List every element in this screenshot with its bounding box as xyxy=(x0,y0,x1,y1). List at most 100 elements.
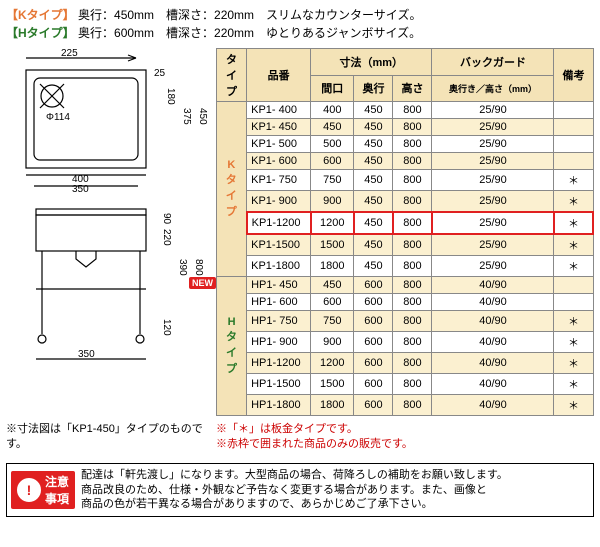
cell: 900 xyxy=(311,191,354,213)
cell: 800 xyxy=(393,374,432,395)
cell xyxy=(554,119,593,136)
th-note: 備考 xyxy=(554,49,593,102)
cell: 450 xyxy=(354,102,393,119)
h-type-label: 【Hタイプ】 xyxy=(6,26,75,40)
th-w: 間口 xyxy=(311,75,354,102)
cell: 800 xyxy=(393,277,432,294)
cell: 450 xyxy=(311,119,354,136)
cell: 25/90 xyxy=(432,153,554,170)
cell: HP1-1500 xyxy=(247,374,311,395)
cell: 25/90 xyxy=(432,119,554,136)
cell: 1500 xyxy=(311,374,354,395)
table-row: KP1- 75075045080025/90＊ xyxy=(217,170,594,191)
cell: 25/90 xyxy=(432,234,554,256)
cell: KP1- 500 xyxy=(247,136,311,153)
cell: 600 xyxy=(354,277,393,294)
spec-table-wrap: タイプ 品番 寸法（mm） バックガード 備考 間口 奥行 高さ 奥行き／高さ（… xyxy=(216,48,594,416)
note-r2: ※赤枠で囲まれた商品のみの販売です。 xyxy=(216,437,594,452)
cell: 25/90 xyxy=(432,136,554,153)
type-cell: K タイプ xyxy=(217,102,247,277)
drawing-block: 225 Φ114 25 180 375 450 400 350 xyxy=(6,48,216,375)
cell: 450 xyxy=(354,170,393,191)
cell: 1800 xyxy=(311,256,354,277)
cell: 600 xyxy=(354,294,393,311)
table-row: HP1-1200120060080040/90＊ xyxy=(217,353,594,374)
cell: 1200 xyxy=(311,212,354,234)
cell: 600 xyxy=(311,294,354,311)
table-row: KP1-1200120045080025/90＊ xyxy=(217,212,594,234)
type-cell: H タイプNEW xyxy=(217,277,247,416)
header-block: 【Kタイプ】 奥行：450mm 槽深さ：220mm スリムなカウンターサイズ。 … xyxy=(6,6,594,42)
cell: KP1- 900 xyxy=(247,191,311,213)
cell: 800 xyxy=(393,102,432,119)
svg-text:375: 375 xyxy=(181,108,192,125)
cell: ＊ xyxy=(554,256,593,277)
cell: 1200 xyxy=(311,353,354,374)
cell: HP1- 450 xyxy=(247,277,311,294)
cell: 400 xyxy=(311,102,354,119)
svg-text:350: 350 xyxy=(78,349,95,360)
cell: 25/90 xyxy=(432,256,554,277)
cell: 25/90 xyxy=(432,191,554,213)
cell: 450 xyxy=(311,277,354,294)
cell: 800 xyxy=(393,256,432,277)
cell: 40/90 xyxy=(432,353,554,374)
cell: 25/90 xyxy=(432,170,554,191)
cell: 800 xyxy=(393,119,432,136)
cell: KP1- 400 xyxy=(247,102,311,119)
cell: 600 xyxy=(354,395,393,416)
cell: KP1- 600 xyxy=(247,153,311,170)
cell: 800 xyxy=(393,395,432,416)
cell: 450 xyxy=(354,136,393,153)
cell xyxy=(554,294,593,311)
cell: 450 xyxy=(354,191,393,213)
cell: HP1- 600 xyxy=(247,294,311,311)
cell: HP1- 750 xyxy=(247,311,311,332)
cell: 900 xyxy=(311,332,354,353)
th-type: タイプ xyxy=(217,49,247,102)
cell xyxy=(554,136,593,153)
cell: 1500 xyxy=(311,234,354,256)
cell: 1800 xyxy=(311,395,354,416)
cell: 600 xyxy=(354,374,393,395)
cell: ＊ xyxy=(554,170,593,191)
table-row: KP1- 90090045080025/90＊ xyxy=(217,191,594,213)
table-row: KP1- 50050045080025/90 xyxy=(217,136,594,153)
th-bg2: 奥行き／高さ（mm） xyxy=(432,75,554,102)
svg-text:350: 350 xyxy=(72,184,89,193)
cell xyxy=(554,102,593,119)
cell: 600 xyxy=(354,353,393,374)
table-row: KP1-1500150045080025/90＊ xyxy=(217,234,594,256)
cell: 800 xyxy=(393,170,432,191)
table-row: KP1-1800180045080025/90＊ xyxy=(217,256,594,277)
cell: 500 xyxy=(311,136,354,153)
cell: 40/90 xyxy=(432,277,554,294)
svg-text:120: 120 xyxy=(161,319,172,336)
warn-line2: 商品改良のため、仕様・外観など予告なく変更する場合があります。また、画像と xyxy=(81,483,508,498)
drawing-side-view: 350 90 220 390 800 120 xyxy=(6,199,211,369)
h-type-desc: 奥行：600mm 槽深さ：220mm ゆとりあるジャンボサイズ。 xyxy=(78,26,421,40)
new-badge: NEW xyxy=(189,277,216,289)
table-row: HP1- 60060060080040/90 xyxy=(217,294,594,311)
warn-line1: 配達は「軒先渡し」になります。大型商品の場合、荷降ろしの補助をお願い致します。 xyxy=(81,468,508,483)
cell: 25/90 xyxy=(432,102,554,119)
cell: 40/90 xyxy=(432,374,554,395)
warning-label: 注意 事項 xyxy=(45,473,69,507)
cell: ＊ xyxy=(554,332,593,353)
warn-line3: 商品の色が若干異なる場合がありますので、あらかじめご了承下さい。 xyxy=(81,497,508,512)
cell: KP1-1500 xyxy=(247,234,311,256)
cell xyxy=(554,153,593,170)
cell: KP1-1200 xyxy=(247,212,311,234)
svg-text:25: 25 xyxy=(154,68,166,79)
note-left: ※寸法図は「KP1-450」タイプのものです。 xyxy=(6,422,216,453)
cell: 750 xyxy=(311,170,354,191)
k-type-desc: 奥行：450mm 槽深さ：220mm スリムなカウンターサイズ。 xyxy=(78,8,421,22)
cell: 25/90 xyxy=(432,212,554,234)
cell: 800 xyxy=(393,234,432,256)
cell: 40/90 xyxy=(432,294,554,311)
svg-text:90: 90 xyxy=(161,213,172,225)
drawing-top-view: 225 Φ114 25 180 375 450 400 350 xyxy=(6,48,211,193)
cell: KP1-1800 xyxy=(247,256,311,277)
svg-text:180: 180 xyxy=(165,88,176,105)
cell: ＊ xyxy=(554,395,593,416)
